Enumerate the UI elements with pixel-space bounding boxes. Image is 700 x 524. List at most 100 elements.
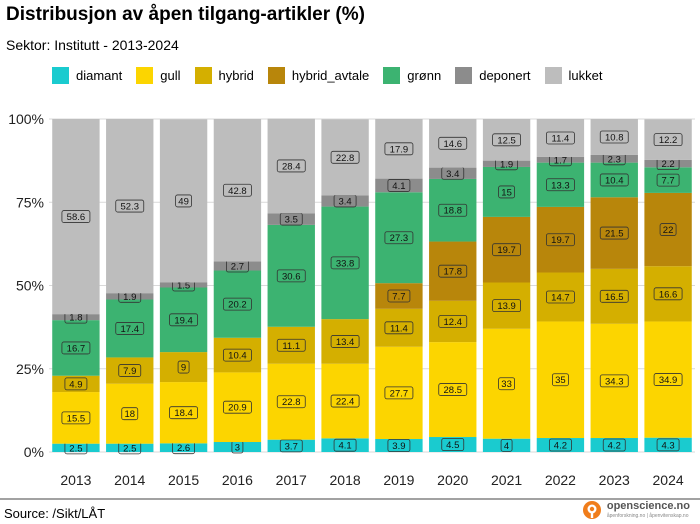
data-label-box <box>223 297 252 311</box>
legend-item-lukket: lukket <box>544 66 603 84</box>
data-label-box <box>223 183 252 197</box>
bar-segment-diamant-2018 <box>321 438 369 452</box>
bar-segment-deponert-2013 <box>52 314 100 321</box>
x-tick-label-2022: 2022 <box>545 472 576 488</box>
legend-label: grønn <box>407 67 442 83</box>
data-label-box <box>546 290 575 304</box>
data-label-hybrid_avtale-2021: 19.7 <box>497 245 516 256</box>
bar-segment-grønn-2013 <box>52 320 100 376</box>
data-label-box <box>656 438 680 452</box>
data-label-diamant-2018: 4.1 <box>338 441 351 452</box>
bar-segment-diamant-2017 <box>267 439 315 452</box>
bar-segment-diamant-2015 <box>159 443 208 452</box>
data-label-diamant-2016: 3 <box>235 443 240 454</box>
data-label-deponert-2014: 1.9 <box>123 292 136 303</box>
bar-segment-hybrid_avtale-2020 <box>429 241 477 301</box>
data-label-box <box>223 400 252 414</box>
data-label-box <box>223 348 252 362</box>
data-label-lukket-2014: 52.3 <box>121 202 140 213</box>
bar-segment-hybrid-2024 <box>644 266 692 322</box>
bar-segment-grønn-2021 <box>482 166 531 217</box>
legend-item-hybrid_avtale: hybrid_avtale <box>267 66 369 84</box>
data-label-box <box>438 136 468 150</box>
legend-swatch <box>267 66 285 84</box>
legend-item-diamant: diamant <box>52 66 123 84</box>
data-label-gull-2015: 18.4 <box>174 408 193 419</box>
bar-segment-lukket-2022 <box>536 119 585 157</box>
data-label-grønn-2020: 18.8 <box>444 206 463 217</box>
data-label-box <box>61 210 91 223</box>
bar-segment-hybrid-2018 <box>321 319 369 364</box>
data-label-box <box>599 374 629 388</box>
data-label-diamant-2014: 2.5 <box>123 443 136 454</box>
legend-label: diamant <box>76 67 123 83</box>
data-label-box <box>276 269 306 283</box>
data-label-box <box>169 406 198 420</box>
data-label-deponert-2013: 1.8 <box>69 313 82 324</box>
data-label-box <box>659 223 677 236</box>
x-tick-label-2023: 2023 <box>599 472 630 488</box>
bar-segment-deponert-2024 <box>644 159 692 168</box>
bar-segment-hybrid_avtale-2019 <box>375 283 423 309</box>
source-note: Source: /Sikt/LÅT <box>4 506 106 521</box>
x-tick-label-2015: 2015 <box>168 472 199 488</box>
data-label-box <box>276 159 306 173</box>
bar-segment-lukket-2017 <box>267 118 315 214</box>
data-label-hybrid_avtale-2023: 21.5 <box>605 229 624 240</box>
data-label-hybrid-2023: 16.5 <box>605 292 624 303</box>
data-label-hybrid-2022: 14.7 <box>551 292 570 303</box>
data-label-box <box>61 411 91 425</box>
data-label-hybrid-2019: 11.4 <box>390 323 408 334</box>
data-label-box <box>118 364 142 377</box>
data-label-box <box>546 131 575 145</box>
legend-item-hybrid: hybrid <box>194 66 254 84</box>
data-label-grønn-2014: 17.4 <box>121 324 140 335</box>
data-label-box <box>121 407 139 421</box>
x-tick-label-2019: 2019 <box>383 472 414 488</box>
data-label-box <box>653 373 683 386</box>
bar-segment-lukket-2021 <box>482 119 531 161</box>
data-label-box <box>438 203 468 217</box>
bar-segment-grønn-2015 <box>159 287 208 353</box>
bar-segment-deponert-2021 <box>482 160 531 167</box>
data-label-gull-2018: 22.4 <box>336 397 355 408</box>
data-label-deponert-2024: 2.2 <box>661 159 674 170</box>
data-label-box <box>61 341 91 355</box>
bar-segment-diamant-2014 <box>106 443 154 452</box>
bar-segment-lukket-2013 <box>52 119 100 315</box>
chart-legend: diamant gull hybrid hybrid_avtale grønn depon… <box>52 64 617 86</box>
bar-segment-deponert-2016 <box>213 261 262 271</box>
data-label-diamant-2019: 3.9 <box>392 441 405 452</box>
data-label-box <box>546 178 575 192</box>
data-label-diamant-2017: 3.7 <box>285 441 298 452</box>
bar-segment-grønn-2018 <box>321 206 369 320</box>
bar-segment-hybrid-2023 <box>590 268 638 324</box>
x-tick-label-2014: 2014 <box>114 472 145 488</box>
data-label-lukket-2018: 22.8 <box>336 153 355 164</box>
data-label-box <box>384 231 414 245</box>
x-tick-label-2024: 2024 <box>653 472 684 488</box>
data-label-diamant-2020: 4.5 <box>446 440 459 451</box>
data-label-hybrid-2020: 12.4 <box>444 317 463 328</box>
x-tick-label-2021: 2021 <box>491 472 522 488</box>
bar-segment-lukket-2014 <box>106 119 154 294</box>
data-label-gull-2023: 34.3 <box>605 376 624 387</box>
bar-segment-grønn-2016 <box>213 270 262 338</box>
data-label-deponert-2020: 3.4 <box>446 169 459 180</box>
data-label-box <box>384 386 414 400</box>
data-label-hybrid-2016: 10.4 <box>228 351 247 362</box>
data-label-box <box>177 360 190 374</box>
data-label-box <box>438 315 468 328</box>
bar-segment-deponert-2020 <box>429 167 477 179</box>
bar-segment-lukket-2015 <box>159 119 208 283</box>
data-label-grønn-2017: 30.6 <box>282 271 301 282</box>
data-label-lukket-2016: 42.8 <box>228 186 247 197</box>
data-label-box <box>330 335 360 348</box>
x-tick-label-2017: 2017 <box>276 472 307 488</box>
data-label-lukket-2013: 58.6 <box>67 212 86 223</box>
x-tick-label-2013: 2013 <box>60 472 91 488</box>
bar-segment-grønn-2014 <box>106 299 154 358</box>
legend-label: lukket <box>568 67 603 83</box>
data-label-box <box>276 395 306 409</box>
data-label-box <box>330 150 360 164</box>
